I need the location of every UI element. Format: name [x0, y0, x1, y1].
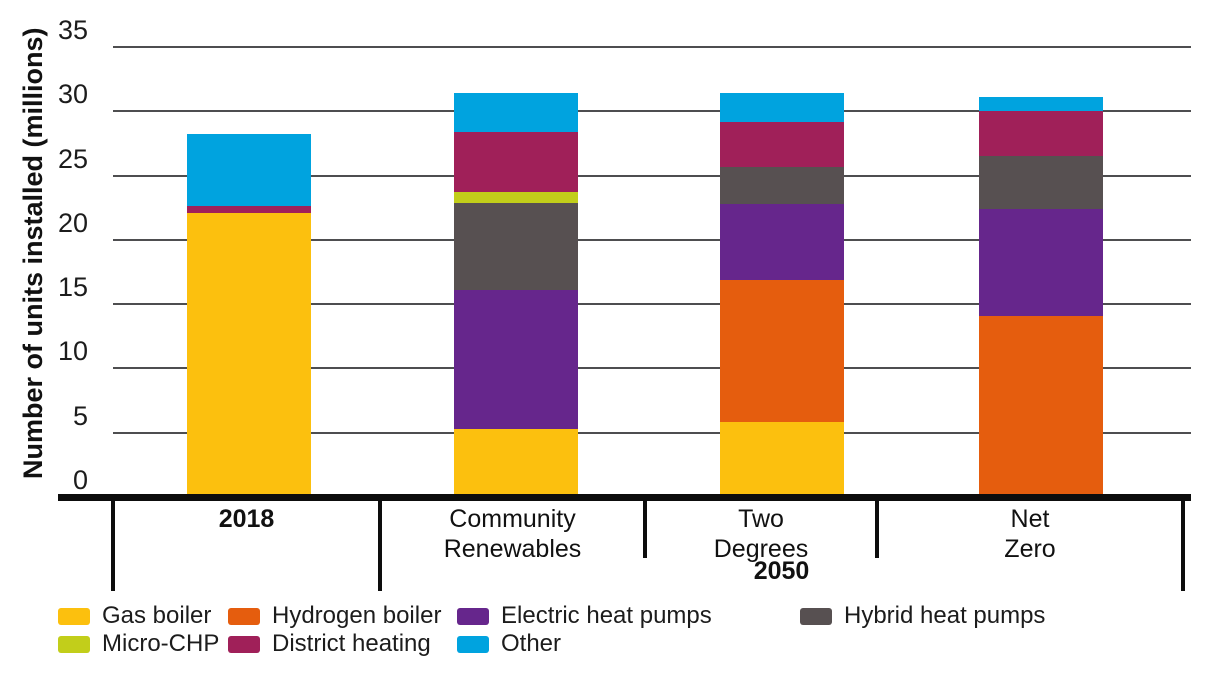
gridline-y-35 — [113, 46, 1191, 48]
legend-item-gas-boiler: Gas boiler — [58, 603, 211, 629]
bar-segment-other-net-zero — [979, 97, 1103, 112]
x-category-label-2018: 2018 — [218, 505, 275, 533]
bar-segment-district-heating-community-renewables — [454, 131, 578, 193]
bar-segment-hybrid-heat-pumps-community-renewables — [454, 202, 578, 290]
gridline-y-25 — [113, 174, 1191, 177]
gridline-y-10 — [113, 367, 1191, 370]
legend-swatch-hydrogen-boiler — [228, 607, 260, 625]
y-tick-label-35: 35 — [57, 15, 88, 45]
axis-separator — [1181, 497, 1185, 591]
legend-swatch-other — [457, 635, 489, 653]
bar-segment-gas-boiler-two-degrees — [720, 422, 844, 497]
bar-segment-hydrogen-boiler-net-zero — [979, 315, 1103, 497]
axis-separator — [875, 497, 879, 558]
y-tick-label-0: 0 — [72, 465, 88, 495]
bar-segment-electric-heat-pumps-two-degrees — [720, 203, 844, 280]
bar-segment-other-two-degrees — [720, 93, 844, 122]
legend-swatch-district-heating — [228, 635, 260, 653]
x-category-label-net-zero: Net Zero — [1004, 505, 1056, 563]
x-group-label-2050: 2050 — [753, 557, 810, 585]
legend-item-district-heating: District heating — [228, 631, 431, 657]
legend-item-micro-chp: Micro-CHP — [58, 631, 219, 657]
bar-segment-hydrogen-boiler-two-degrees — [720, 279, 844, 423]
legend-swatch-hybrid-heat-pumps — [800, 607, 832, 625]
legend-label-gas-boiler: Gas boiler — [102, 602, 212, 629]
gridline-y-15 — [113, 303, 1191, 306]
bar-net-zero — [979, 97, 1103, 497]
y-tick-label-30: 30 — [57, 79, 88, 110]
bar-segment-gas-boiler-2018 — [187, 212, 311, 497]
legend-label-hybrid-heat-pumps: Hybrid heat pumps — [844, 602, 1046, 629]
axis-separator — [378, 497, 382, 591]
bar-2018 — [187, 134, 311, 497]
y-tick-label-25: 25 — [57, 143, 88, 174]
bar-segment-district-heating-2018 — [187, 205, 311, 213]
legend-label-other: Other — [501, 630, 562, 657]
bar-segment-other-community-renewables — [454, 93, 578, 132]
y-tick-label-10: 10 — [57, 336, 88, 367]
gridline-y-5 — [113, 431, 1191, 434]
bar-segment-other-2018 — [187, 134, 311, 206]
legend-label-district-heating: District heating — [272, 630, 431, 657]
legend-swatch-gas-boiler — [58, 607, 90, 625]
legend-item-other: Other — [457, 631, 561, 657]
gridline-y-30 — [113, 110, 1191, 113]
bar-segment-hybrid-heat-pumps-net-zero — [979, 156, 1103, 209]
bar-segment-electric-heat-pumps-net-zero — [979, 208, 1103, 316]
legend-item-hybrid-heat-pumps: Hybrid heat pumps — [800, 603, 1045, 629]
y-tick-label-15: 15 — [57, 272, 88, 303]
x-axis-line — [58, 494, 1191, 501]
bar-segment-electric-heat-pumps-community-renewables — [454, 289, 578, 429]
legend-swatch-electric-heat-pumps — [457, 607, 489, 625]
gridline-y-20 — [113, 238, 1191, 241]
legend-label-micro-chp: Micro-CHP — [102, 630, 220, 657]
legend-swatch-micro-chp — [58, 635, 90, 653]
legend-item-electric-heat-pumps: Electric heat pumps — [457, 603, 712, 629]
bar-segment-hybrid-heat-pumps-two-degrees — [720, 166, 844, 204]
x-category-label-community-renewables: Community Renewables — [443, 505, 582, 563]
bar-segment-district-heating-two-degrees — [720, 121, 844, 167]
y-tick-label-20: 20 — [57, 207, 88, 238]
axis-separator — [111, 497, 115, 591]
bar-segment-gas-boiler-community-renewables — [454, 428, 578, 497]
x-category-label-two-degrees: Two Degrees — [713, 505, 809, 563]
legend-label-electric-heat-pumps: Electric heat pumps — [501, 602, 712, 629]
bar-community-renewables — [454, 93, 578, 497]
y-tick-label-5: 5 — [72, 400, 88, 431]
bar-segment-district-heating-net-zero — [979, 111, 1103, 157]
legend-label-hydrogen-boiler: Hydrogen boiler — [272, 602, 442, 629]
bar-segment-micro-chp-community-renewables — [454, 192, 578, 203]
bar-two-degrees — [720, 93, 844, 497]
axis-separator — [643, 497, 647, 558]
legend-item-hydrogen-boiler: Hydrogen boiler — [228, 603, 441, 629]
